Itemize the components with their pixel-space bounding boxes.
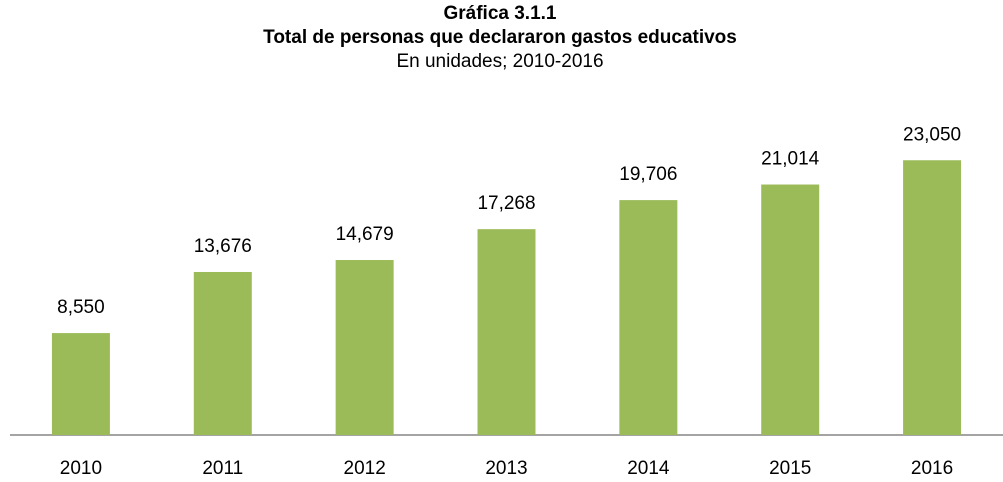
data-label: 21,014	[761, 149, 820, 170]
x-tick-label: 2016	[911, 458, 953, 479]
chart-note: En unidades; 2010-2016	[396, 51, 603, 72]
x-tick-label: 2012	[344, 458, 386, 479]
x-tick-label: 2014	[627, 458, 670, 479]
data-label: 23,050	[903, 124, 961, 145]
chart-title: Gráfica 3.1.1	[443, 3, 556, 24]
bar	[903, 160, 962, 435]
data-label: 19,706	[619, 164, 677, 185]
x-tick-label: 2015	[769, 458, 811, 479]
chart-subtitle: Total de personas que declararon gastos …	[263, 27, 737, 48]
bar	[51, 333, 110, 435]
x-tick-label: 2010	[60, 458, 102, 479]
bar	[619, 200, 678, 435]
x-tick-label: 2013	[485, 458, 527, 479]
data-label: 14,679	[336, 224, 394, 245]
data-label: 13,676	[194, 236, 252, 257]
bar	[193, 271, 252, 435]
data-label: 8,550	[57, 297, 105, 318]
data-label: 17,268	[477, 193, 535, 214]
bar	[761, 184, 820, 435]
bar	[335, 260, 394, 435]
x-tick-label: 2011	[202, 458, 243, 479]
bar	[477, 229, 536, 435]
